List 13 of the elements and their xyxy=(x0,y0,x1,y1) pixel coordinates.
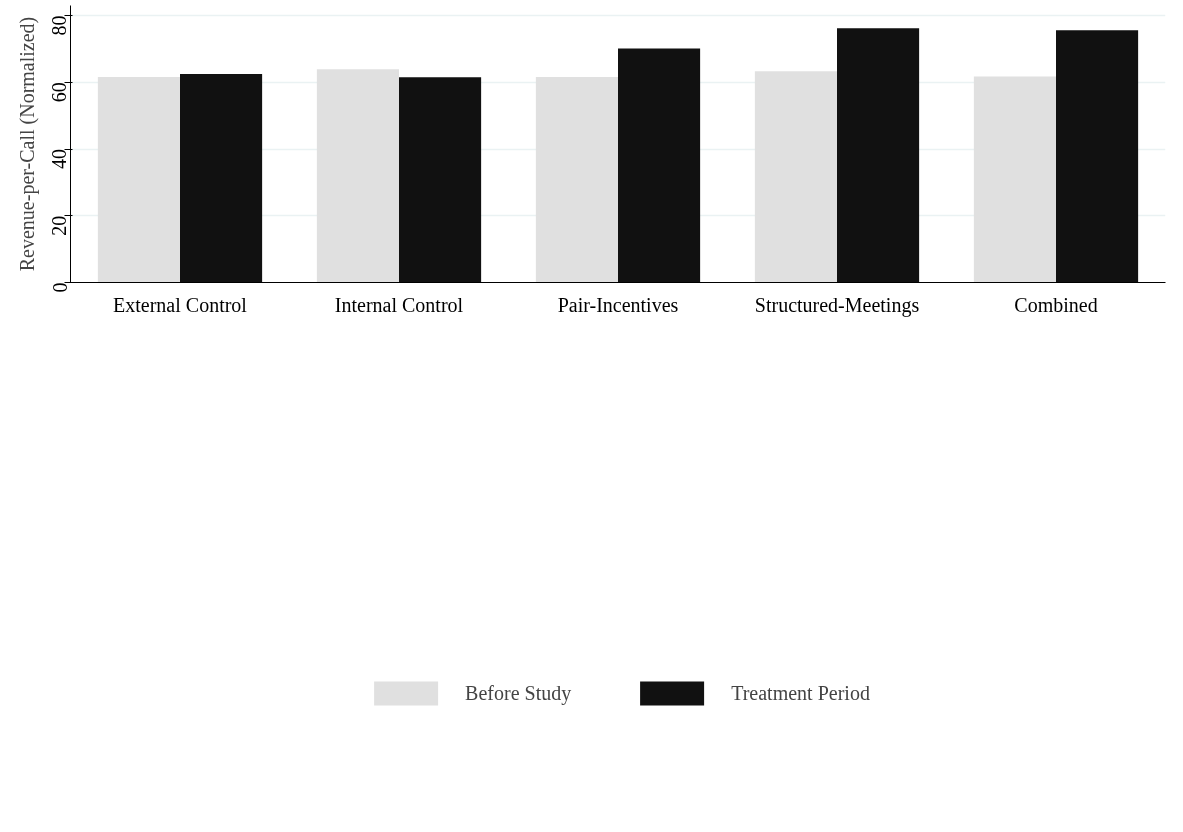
y-tick-label: 60 xyxy=(48,82,71,103)
x-tick-label: External Control xyxy=(113,293,248,316)
x-tick-label: Internal Control xyxy=(334,293,464,316)
y-axis-title: Revenue-per-Call (Normalized) xyxy=(15,16,39,272)
legend-label: Treatment Period xyxy=(731,681,870,705)
legend-label: Before Study xyxy=(465,681,572,705)
y-tick-label: 0 xyxy=(48,282,71,293)
x-tick-label: Combined xyxy=(1014,293,1098,316)
x-tick-label: Structured-Meetings xyxy=(754,293,920,317)
x-tick-label: Pair-Incentives xyxy=(557,293,679,316)
y-tick-label: 40 xyxy=(48,149,71,170)
y-tick-label: 20 xyxy=(48,215,71,236)
y-tick-label: 80 xyxy=(48,15,71,36)
